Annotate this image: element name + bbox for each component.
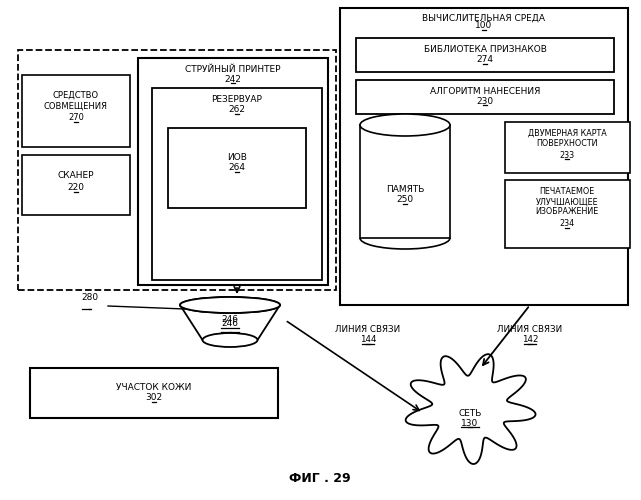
Text: СОВМЕЩЕНИЯ: СОВМЕЩЕНИЯ: [44, 102, 108, 110]
Text: УЧАСТОК КОЖИ: УЧАСТОК КОЖИ: [116, 382, 192, 392]
Text: БИБЛИОТЕКА ПРИЗНАКОВ: БИБЛИОТЕКА ПРИЗНАКОВ: [424, 46, 546, 54]
Text: ДВУМЕРНАЯ КАРТА: ДВУМЕРНАЯ КАРТА: [528, 128, 606, 138]
Text: СКАНЕР: СКАНЕР: [58, 172, 94, 180]
Bar: [152, 88, 322, 280]
Text: ИЗОБРАЖЕНИЕ: ИЗОБРАЖЕНИЕ: [535, 208, 599, 216]
Text: ФИГ . 29: ФИГ . 29: [289, 472, 351, 484]
Ellipse shape: [180, 297, 280, 313]
Text: 230: 230: [476, 96, 494, 106]
Text: УЛУЧШАЮЩЕЕ: УЛУЧШАЮЩЕЕ: [536, 198, 598, 206]
Text: 234: 234: [560, 220, 574, 228]
Text: ПАМЯТЬ: ПАМЯТЬ: [386, 186, 424, 194]
Text: 274: 274: [476, 56, 494, 64]
Text: РЕЗЕРВУАР: РЕЗЕРВУАР: [212, 96, 262, 104]
Bar: [30, 368, 278, 418]
Polygon shape: [180, 305, 280, 340]
Text: 242: 242: [224, 74, 242, 84]
Bar: [360, 125, 450, 238]
Text: СРЕДСТВО: СРЕДСТВО: [53, 90, 99, 100]
Text: 144: 144: [360, 336, 376, 344]
Text: 270: 270: [68, 114, 84, 122]
Text: 246: 246: [222, 316, 238, 324]
Text: ПЕЧАТАЕМОЕ: ПЕЧАТАЕМОЕ: [539, 188, 595, 196]
Text: 246: 246: [222, 318, 238, 328]
Text: 280: 280: [81, 292, 99, 302]
Text: 264: 264: [228, 164, 246, 172]
Text: 130: 130: [462, 418, 479, 428]
Text: СЕТЬ: СЕТЬ: [458, 408, 481, 418]
Text: 233: 233: [560, 150, 574, 160]
Text: ЛИНИЯ СВЯЗИ: ЛИНИЯ СВЯЗИ: [497, 326, 563, 334]
Text: СТРУЙНЫЙ ПРИНТЕР: СТРУЙНЫЙ ПРИНТЕР: [185, 66, 281, 74]
Ellipse shape: [203, 333, 258, 347]
Bar: [356, 80, 614, 114]
Bar: [18, 50, 336, 290]
Text: ПОВЕРХНОСТИ: ПОВЕРХНОСТИ: [537, 138, 598, 147]
Bar: [505, 122, 630, 173]
Text: 262: 262: [228, 106, 246, 114]
Text: 220: 220: [67, 184, 85, 192]
Text: ВЫЧИСЛИТЕЛЬНАЯ СРЕДА: ВЫЧИСЛИТЕЛЬНАЯ СРЕДА: [422, 14, 545, 22]
Ellipse shape: [360, 114, 450, 136]
Bar: [340, 8, 628, 305]
Text: ИОВ: ИОВ: [227, 154, 247, 162]
Polygon shape: [406, 354, 536, 464]
Text: 250: 250: [396, 196, 413, 204]
Text: 142: 142: [522, 336, 538, 344]
Text: 302: 302: [146, 394, 163, 402]
Text: АЛГОРИТМ НАНЕСЕНИЯ: АЛГОРИТМ НАНЕСЕНИЯ: [430, 86, 540, 96]
Text: ЛИНИЯ СВЯЗИ: ЛИНИЯ СВЯЗИ: [335, 326, 401, 334]
Bar: [22, 155, 130, 215]
Bar: [168, 128, 306, 208]
Ellipse shape: [180, 297, 280, 313]
Bar: [505, 180, 630, 248]
Text: 100: 100: [476, 22, 493, 30]
Bar: [356, 38, 614, 72]
Bar: [138, 58, 328, 285]
Bar: [22, 75, 130, 147]
